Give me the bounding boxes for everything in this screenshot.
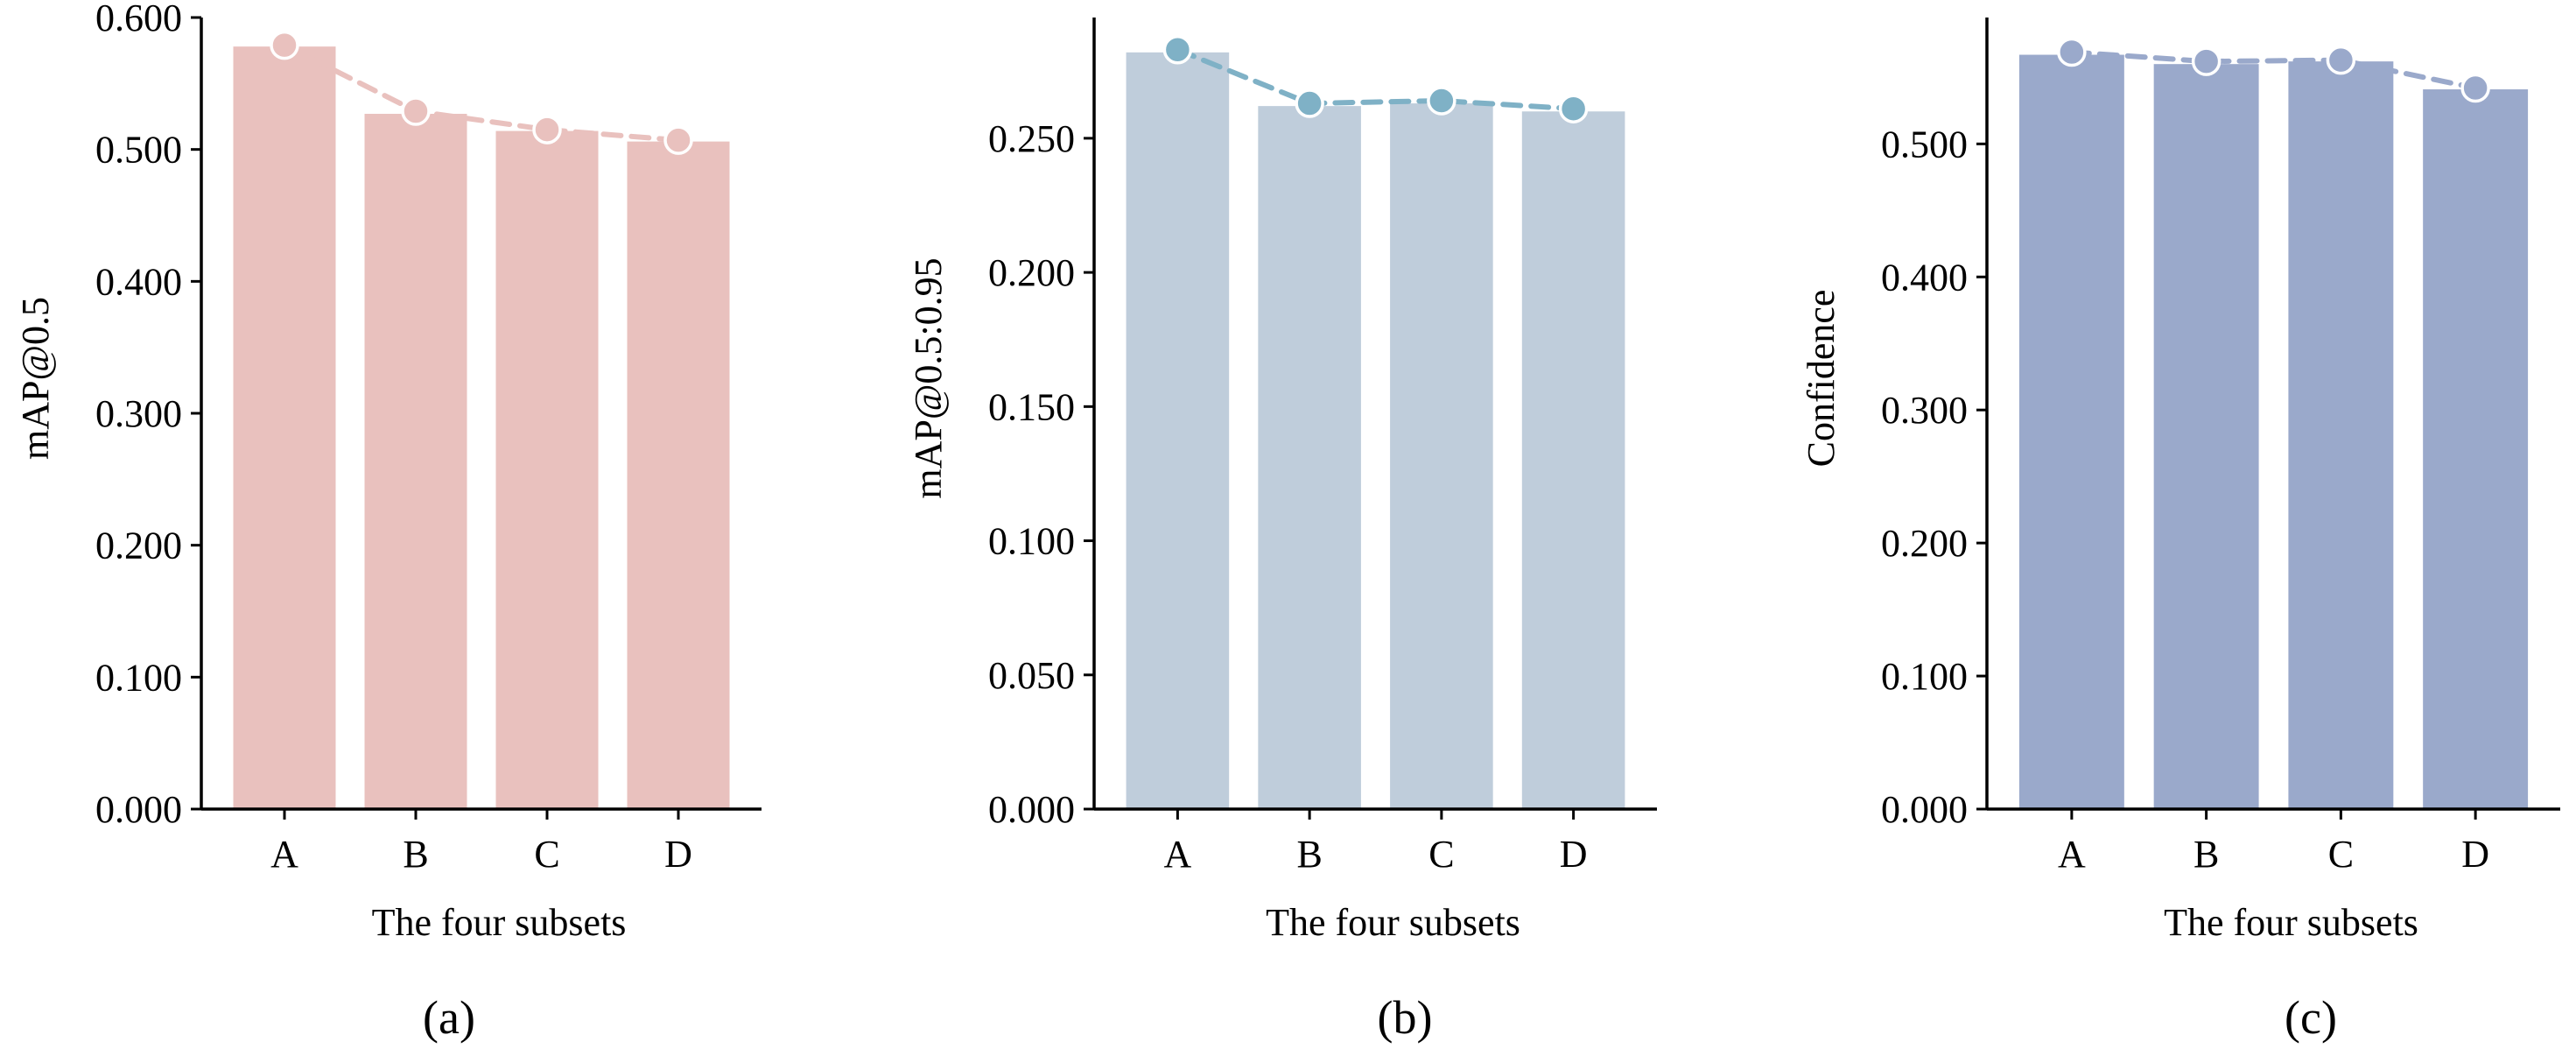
data-point [663, 125, 693, 155]
y-tick-label: 0.050 [988, 654, 1075, 697]
trend-line [2068, 49, 2479, 91]
x-tick-label: C [2328, 833, 2354, 876]
bar [2423, 89, 2529, 809]
data-point [1295, 88, 1324, 118]
y-tick-label: 0.300 [95, 392, 182, 435]
y-tick-label: 0.000 [95, 788, 182, 831]
y-axis-title: Confidence [1800, 290, 1843, 468]
y-tick-label: 0.400 [95, 260, 182, 303]
bar [1258, 106, 1361, 809]
panel-caption: (b) [1378, 991, 1433, 1044]
y-tick-label: 0.250 [988, 117, 1075, 160]
trend-line [1175, 46, 1576, 112]
chart-panel-c: 0.000 0.100 0.200 0.300 0.400 0.500 A B C D The fo… [1800, 18, 2560, 1044]
data-point [2326, 45, 2356, 75]
data-point [1162, 35, 1193, 65]
x-tick-label: B [1296, 833, 1322, 876]
x-tick-label: C [534, 833, 559, 876]
y-axis-title: mAP@0.5 [14, 297, 57, 460]
data-point [1427, 86, 1456, 116]
y-tick-label: 0.500 [1881, 123, 1968, 165]
bar [2018, 54, 2124, 809]
x-tick-label: B [2193, 833, 2219, 876]
x-axis-title: The four subsets [2164, 901, 2418, 944]
data-point [2460, 73, 2490, 103]
data-point [1558, 94, 1589, 123]
y-tick-label: 0.400 [1881, 256, 1968, 299]
y-tick-label: 0.100 [95, 656, 182, 699]
x-tick-label: A [2058, 833, 2086, 876]
bar [2153, 64, 2259, 810]
x-axis-title: The four subsets [1266, 901, 1520, 944]
y-tick-label: 0.100 [1881, 655, 1968, 698]
y-tick-label: 0.100 [988, 520, 1075, 563]
y-tick-label: 0.500 [95, 129, 182, 172]
bar [364, 113, 467, 809]
trend-line [282, 42, 681, 144]
data-point [2191, 46, 2222, 76]
bar [233, 46, 336, 809]
bar [2288, 61, 2394, 809]
y-tick-label: 0.200 [988, 251, 1075, 294]
x-tick-label: B [403, 833, 428, 876]
x-tick-label: D [1560, 833, 1588, 876]
data-point [270, 30, 299, 60]
y-axis-title: mAP@0.5:0.95 [907, 257, 950, 498]
x-axis-title: The four subsets [372, 901, 627, 944]
bar [1521, 111, 1625, 810]
panel-caption: (c) [2285, 991, 2337, 1044]
x-tick-label: A [1163, 833, 1191, 876]
y-tick-label: 0.200 [1881, 522, 1968, 565]
y-tick-label: 0.300 [1881, 389, 1968, 432]
x-tick-label: D [664, 833, 692, 876]
y-tick-label: 0.200 [95, 524, 182, 567]
x-tick-label: D [2461, 833, 2489, 876]
y-tick-label: 0.600 [95, 0, 182, 39]
y-tick-label: 0.000 [988, 788, 1075, 831]
chart-panel-a: 0.000 0.100 0.200 0.300 0.400 0.500 0.600 A B C DT… [14, 0, 762, 1044]
y-tick-label: 0.150 [988, 385, 1075, 428]
chart-panel-b: 0.000 0.050 0.100 0.150 0.200 0.250 A B C D The fo… [907, 18, 1657, 1044]
x-tick-label: A [270, 833, 298, 876]
data-point [2057, 37, 2087, 67]
data-point [401, 96, 431, 126]
bar [1126, 52, 1230, 810]
bar [495, 130, 599, 809]
bar [1390, 103, 1493, 809]
data-point [532, 115, 562, 144]
y-tick-label: 0.000 [1881, 788, 1968, 831]
bar [627, 141, 730, 810]
x-tick-label: C [1428, 833, 1454, 876]
panel-caption: (a) [423, 991, 475, 1044]
